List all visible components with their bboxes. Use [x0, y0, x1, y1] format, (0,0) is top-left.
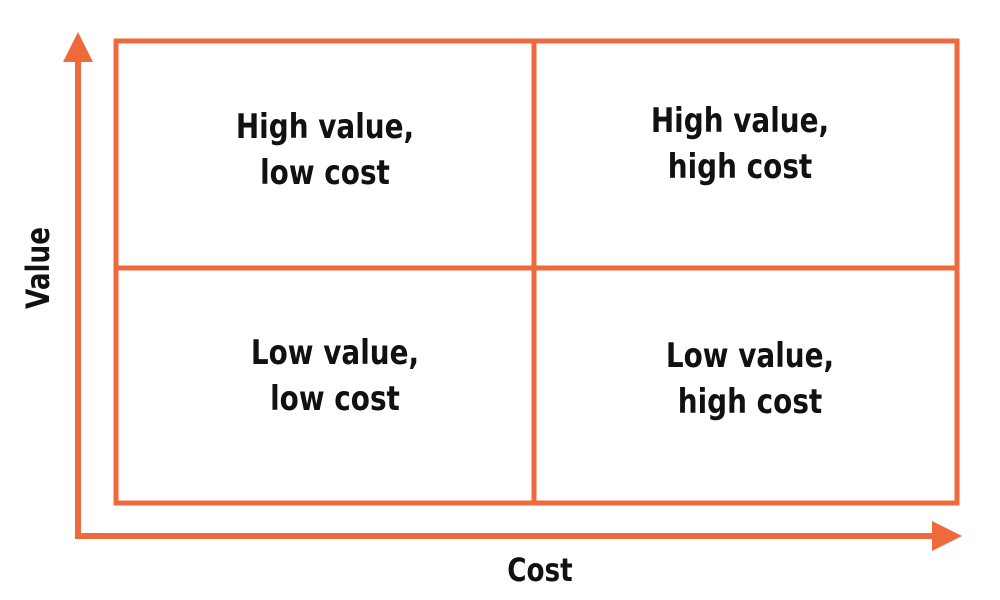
x-axis-title: Cost	[507, 551, 573, 589]
quadrant-top-right: High value, high cost	[590, 98, 890, 190]
quadrant-bottom-left-line2: low cost	[270, 379, 400, 419]
quadrant-top-left-line2: low cost	[260, 153, 390, 193]
quadrant-bottom-right: Low value, high cost	[600, 333, 900, 425]
x-axis-arrow-icon	[932, 521, 962, 551]
quadrant-bottom-left: Low value, low cost	[185, 330, 485, 422]
y-axis-arrow-icon	[63, 32, 93, 62]
quadrant-bottom-right-line1: Low value,	[665, 336, 835, 376]
quadrant-top-right-line1: High value,	[650, 101, 830, 141]
quadrant-top-left-line1: High value,	[235, 107, 415, 147]
quadrant-bottom-right-line2: high cost	[677, 382, 823, 422]
quadrant-bottom-left-line1: Low value,	[250, 333, 420, 373]
quadrant-top-left: High value, low cost	[175, 104, 475, 196]
quadrant-top-right-line2: high cost	[667, 147, 813, 187]
y-axis-title: Value	[19, 226, 57, 310]
